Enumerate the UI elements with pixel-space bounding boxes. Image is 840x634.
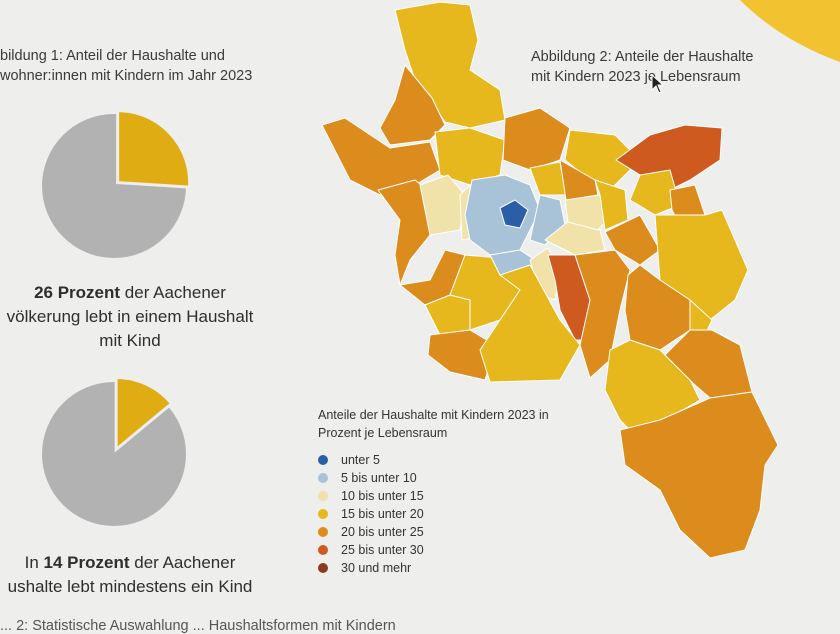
footer-cut-text: ... 2: Statistische Auswahlung ... Haush… bbox=[0, 618, 396, 634]
legend-items: unter 5 5 bis unter 10 10 bis unter 15 15 b… bbox=[318, 451, 578, 577]
figure-1-caption-line2: wohner:innen mit Kindern im Jahr 2023 bbox=[0, 68, 253, 84]
household-stat-rest: der Aachener bbox=[129, 553, 236, 572]
population-stat-line3: mit Kind bbox=[99, 331, 161, 350]
legend-title: Anteile der Haushalte mit Kindern 2023 i… bbox=[318, 406, 578, 442]
mouse-pointer-icon bbox=[651, 74, 665, 94]
map-district bbox=[629, 169, 681, 216]
map-district bbox=[559, 159, 599, 201]
map-legend: Anteile der Haushalte mit Kindern 2023 i… bbox=[318, 406, 578, 577]
legend-color-dot-icon bbox=[318, 473, 328, 483]
figure-1-caption-line1: bildung 1: Anteil der Haushalte und bbox=[0, 48, 225, 64]
legend-color-dot-icon bbox=[318, 545, 328, 555]
figure-2-caption-line2: mit Kindern 2023 je Lebensraum bbox=[531, 69, 741, 85]
legend-color-dot-icon bbox=[318, 527, 328, 537]
legend-item: 25 bis unter 30 bbox=[318, 541, 578, 559]
legend-item-label: 10 bis unter 15 bbox=[341, 489, 424, 503]
map-district bbox=[619, 391, 779, 559]
top-right-accent-shape bbox=[740, 0, 840, 62]
legend-item-label: unter 5 bbox=[341, 453, 380, 467]
pie-share-slice bbox=[114, 378, 174, 453]
legend-item: unter 5 bbox=[318, 451, 578, 469]
legend-item-label: 15 bis unter 20 bbox=[341, 507, 424, 521]
population-stat-text: 26 Prozent der Aachener völkerung lebt i… bbox=[0, 281, 260, 353]
legend-color-dot-icon bbox=[318, 563, 328, 573]
household-stat-pre: In bbox=[24, 553, 44, 572]
population-stat-rest: der Aachener bbox=[120, 283, 226, 302]
map-district bbox=[499, 199, 529, 229]
population-stat-bold: 26 Prozent bbox=[34, 283, 121, 302]
figure-2-caption: Abbildung 2: Anteile der Haushalte mit K… bbox=[531, 47, 811, 87]
map-district bbox=[479, 264, 581, 383]
legend-item-label: 20 bis unter 25 bbox=[341, 525, 424, 539]
legend-item-label: 25 bis unter 30 bbox=[341, 543, 424, 557]
household-stat-line2: ushalte lebt mindestens ein Kind bbox=[7, 577, 253, 596]
pie-share-slice bbox=[116, 110, 192, 189]
map-district bbox=[379, 64, 446, 146]
legend-color-dot-icon bbox=[318, 509, 328, 519]
map-district bbox=[544, 219, 606, 256]
legend-title-line2: Prozent je Lebensraum bbox=[318, 426, 448, 440]
legend-title-line1: Anteile der Haushalte mit Kindern 2023 i… bbox=[318, 408, 549, 422]
pie-chart-population bbox=[42, 110, 192, 258]
map-district bbox=[594, 179, 629, 231]
legend-item-label: 5 bis unter 10 bbox=[341, 471, 417, 485]
legend-item: 20 bis unter 25 bbox=[318, 523, 578, 541]
population-stat-line2: völkerung lebt in einem Haushalt bbox=[6, 307, 254, 326]
legend-item: 15 bis unter 20 bbox=[318, 505, 578, 523]
legend-color-dot-icon bbox=[318, 455, 328, 465]
legend-color-dot-icon bbox=[318, 491, 328, 501]
household-stat-text: In 14 Prozent der Aachener ushalte lebt … bbox=[0, 551, 260, 599]
household-stat-bold: 14 Prozent bbox=[43, 553, 130, 572]
map-district bbox=[604, 214, 661, 266]
map-district bbox=[664, 329, 753, 399]
legend-item: 5 bis unter 10 bbox=[318, 469, 578, 487]
legend-item: 10 bis unter 15 bbox=[318, 487, 578, 505]
legend-item: 30 und mehr bbox=[318, 559, 578, 577]
figure-1-caption: bildung 1: Anteil der Haushalte und wohn… bbox=[0, 46, 300, 86]
pie-chart-households bbox=[42, 378, 186, 526]
figure-2-caption-line1: Abbildung 2: Anteile der Haushalte bbox=[531, 49, 754, 65]
legend-item-label: 30 und mehr bbox=[341, 561, 412, 575]
